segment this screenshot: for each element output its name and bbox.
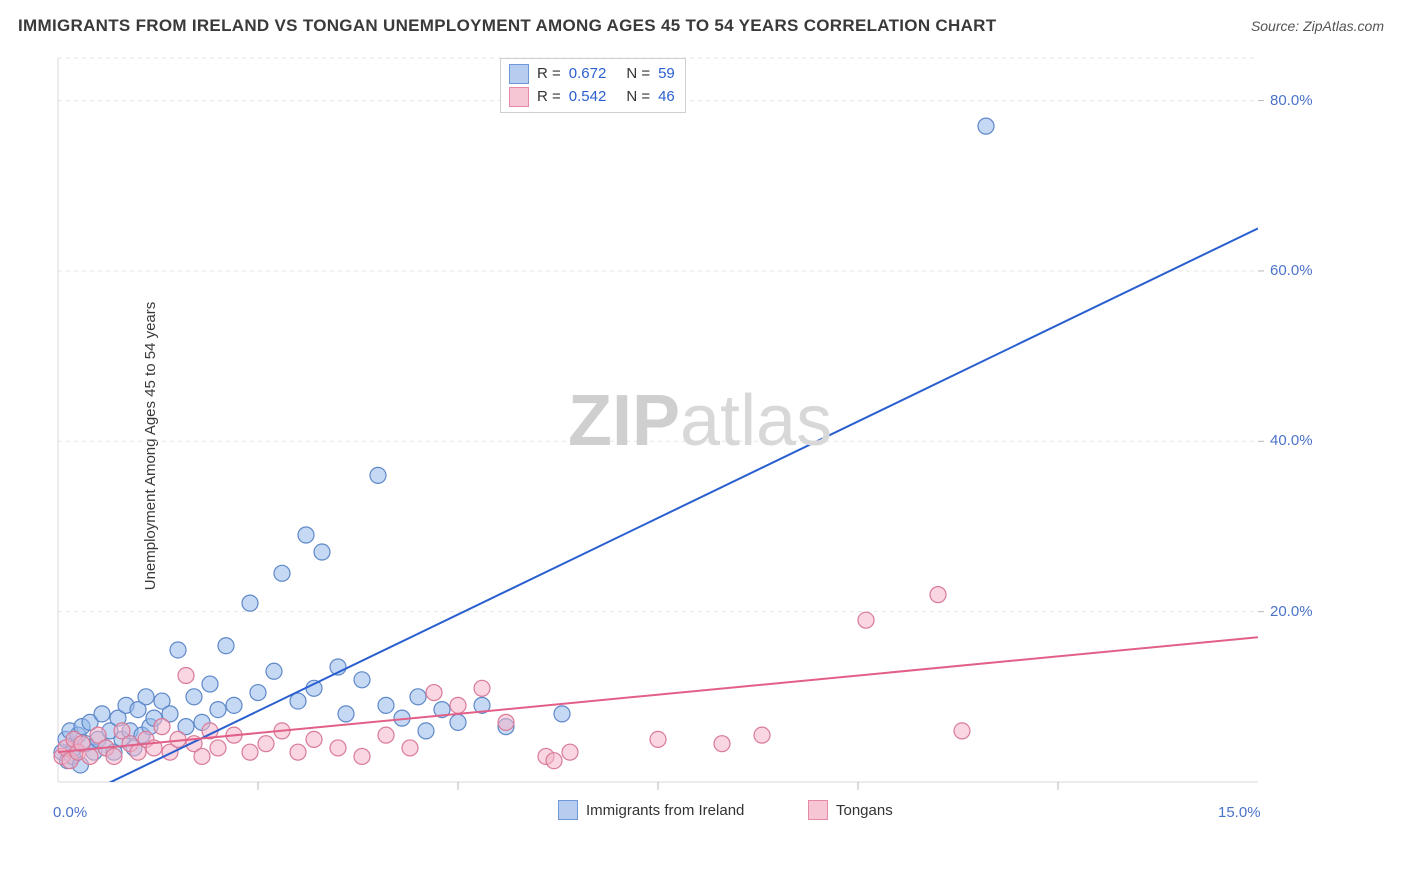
chart-title: IMMIGRANTS FROM IRELAND VS TONGAN UNEMPL…	[18, 16, 996, 36]
scatter-plot: ZIPatlas R =0.672N =59R =0.542N =46 Immi…	[48, 50, 1338, 830]
legend-n-label: N =	[626, 63, 650, 86]
series-legend-tongans: Tongans	[808, 800, 893, 820]
legend-n-label: N =	[626, 86, 650, 109]
legend-n-value: 46	[658, 86, 675, 109]
legend-swatch-icon	[509, 64, 529, 84]
legend-swatch-icon	[808, 800, 828, 820]
legend-n-value: 59	[658, 63, 675, 86]
legend-series-name: Immigrants from Ireland	[586, 802, 744, 819]
series-legend-ireland: Immigrants from Ireland	[558, 800, 744, 820]
correlation-legend: R = 0.672 N = 59 R = 0.542 N = 46	[500, 58, 686, 113]
legend-row: R = 0.672 N = 59	[509, 63, 675, 86]
chart-container: IMMIGRANTS FROM IRELAND VS TONGAN UNEMPL…	[0, 0, 1406, 892]
source-attribution: Source: ZipAtlas.com	[1251, 18, 1384, 34]
x-tick-label: 0.0%	[53, 804, 87, 821]
legend-r-label: R =	[537, 86, 561, 109]
source-value: ZipAtlas.com	[1303, 18, 1384, 34]
source-label: Source:	[1251, 18, 1299, 34]
legend-series-name: Tongans	[836, 802, 893, 819]
legend-swatch-icon	[509, 87, 529, 107]
legend-r-value: 0.542	[569, 86, 607, 109]
legend-r-value: 0.672	[569, 63, 607, 86]
y-tick-label: 40.0%	[1270, 432, 1313, 449]
legend-r-label: R =	[537, 63, 561, 86]
y-tick-label: 80.0%	[1270, 92, 1313, 109]
legend-row: R = 0.542 N = 46	[509, 86, 675, 109]
y-tick-label: 60.0%	[1270, 262, 1313, 279]
plot-svg	[48, 50, 1338, 830]
legend-swatch-icon	[558, 800, 578, 820]
y-tick-label: 20.0%	[1270, 603, 1313, 620]
x-tick-label: 15.0%	[1218, 804, 1261, 821]
